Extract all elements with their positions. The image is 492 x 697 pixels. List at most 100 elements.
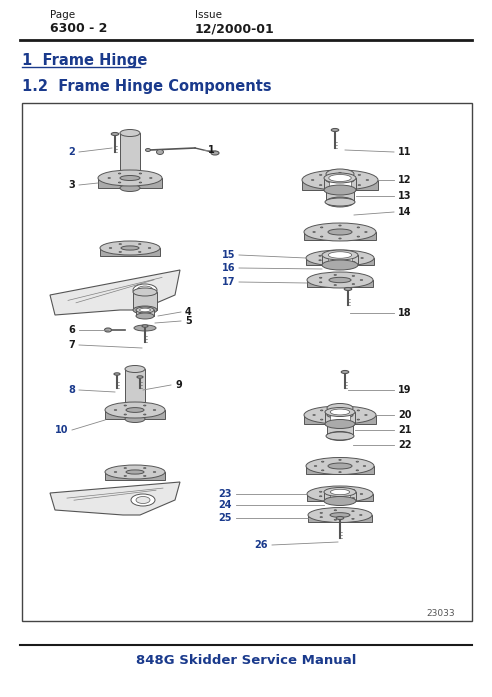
Ellipse shape [144,475,146,477]
Ellipse shape [344,287,352,291]
Ellipse shape [352,275,355,277]
Bar [304,232,376,240]
Text: 14: 14 [398,207,411,217]
Ellipse shape [211,151,219,155]
Text: 23033: 23033 [427,608,455,618]
Ellipse shape [322,250,358,260]
Ellipse shape [321,470,324,471]
Ellipse shape [136,496,150,503]
Ellipse shape [311,180,314,181]
Ellipse shape [352,489,355,491]
Bar [98,178,162,188]
Ellipse shape [360,493,363,494]
Bar [304,415,376,424]
Ellipse shape [319,496,322,497]
Text: 6300 - 2: 6300 - 2 [50,22,107,35]
Ellipse shape [324,173,356,183]
Ellipse shape [114,410,117,411]
Ellipse shape [153,471,156,473]
Ellipse shape [339,238,341,239]
Ellipse shape [357,410,360,411]
Ellipse shape [357,236,360,237]
Ellipse shape [327,404,353,413]
Ellipse shape [339,421,341,422]
Ellipse shape [156,149,163,155]
Bar [324,492,356,501]
Ellipse shape [324,185,356,195]
Ellipse shape [319,260,321,261]
Ellipse shape [321,461,324,462]
Bar [306,258,374,265]
Ellipse shape [331,489,350,495]
Bar [308,515,372,522]
Ellipse shape [124,405,126,406]
Ellipse shape [114,471,117,473]
Ellipse shape [331,128,339,132]
Text: 25: 25 [218,513,232,523]
Ellipse shape [336,516,344,519]
Ellipse shape [139,243,141,245]
Polygon shape [50,270,180,315]
Ellipse shape [302,170,378,190]
Ellipse shape [361,257,364,259]
Ellipse shape [357,419,360,420]
Text: Issue: Issue [195,10,222,20]
Ellipse shape [308,507,372,523]
Text: 22: 22 [398,440,411,450]
Text: 1: 1 [208,145,215,155]
Text: 3: 3 [68,180,75,190]
Ellipse shape [326,197,354,207]
Ellipse shape [341,371,349,374]
Ellipse shape [139,173,142,174]
Text: 13: 13 [398,191,411,201]
Ellipse shape [126,470,144,474]
Text: 7: 7 [68,340,75,350]
Bar [105,472,165,480]
Ellipse shape [133,284,157,296]
Ellipse shape [328,463,352,469]
Ellipse shape [319,255,321,256]
Ellipse shape [328,229,352,235]
Text: 16: 16 [221,263,235,273]
Ellipse shape [339,459,341,461]
Ellipse shape [329,277,351,283]
Bar [324,178,356,190]
Ellipse shape [325,420,355,429]
Ellipse shape [109,247,112,249]
Ellipse shape [352,511,354,512]
Ellipse shape [105,402,165,418]
Text: 6: 6 [68,325,75,335]
Ellipse shape [320,419,323,420]
Ellipse shape [307,486,373,502]
Ellipse shape [334,519,337,520]
Ellipse shape [328,252,352,259]
Text: 15: 15 [221,250,235,260]
Ellipse shape [329,491,351,497]
Ellipse shape [324,496,356,505]
Polygon shape [50,482,180,515]
Bar [125,369,145,419]
Ellipse shape [306,457,374,475]
Text: 26: 26 [254,540,268,550]
Ellipse shape [124,414,126,415]
Ellipse shape [146,148,151,151]
Ellipse shape [114,373,120,375]
Bar [307,494,373,501]
Text: 1  Frame Hinge: 1 Frame Hinge [22,53,148,68]
Ellipse shape [329,174,351,181]
Text: 12/2000-01: 12/2000-01 [195,22,275,35]
Ellipse shape [320,516,323,518]
Ellipse shape [105,465,165,479]
Bar [22,103,472,621]
Ellipse shape [119,173,121,174]
Ellipse shape [358,174,361,176]
Text: 12: 12 [398,175,411,185]
Bar [105,410,165,419]
Ellipse shape [111,132,119,135]
Bar [327,408,353,436]
Bar [136,310,154,316]
Text: 4: 4 [185,307,192,317]
Ellipse shape [120,176,140,181]
Bar [325,412,355,424]
Ellipse shape [356,470,359,471]
